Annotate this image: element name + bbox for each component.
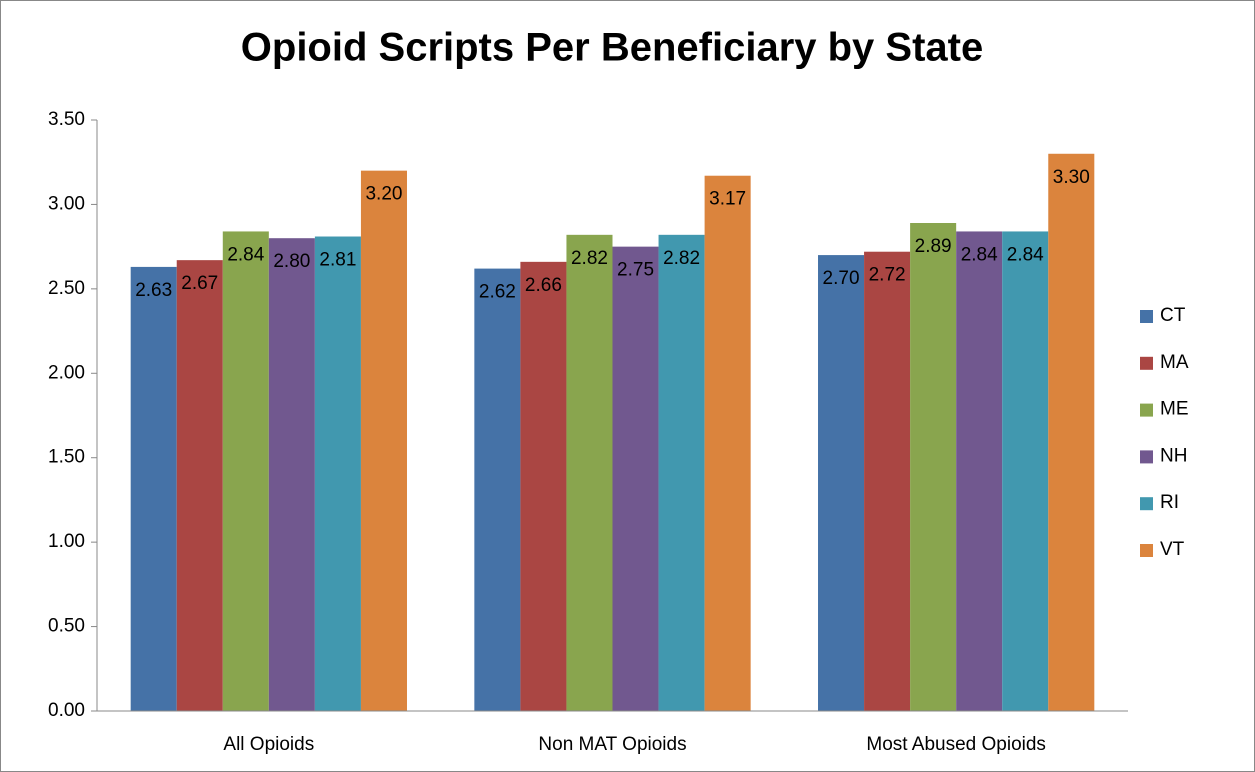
- y-tick-label: 0.50: [48, 616, 85, 637]
- legend-label: NH: [1160, 445, 1187, 466]
- data-label: 2.81: [319, 250, 356, 271]
- bar: [474, 268, 521, 711]
- bar: [612, 246, 659, 711]
- data-label: 2.84: [961, 244, 998, 265]
- x-tick-label: Non MAT Opioids: [538, 734, 686, 755]
- data-label: 3.30: [1053, 167, 1090, 188]
- bar: [658, 234, 705, 711]
- y-tick-label: 2.50: [48, 278, 85, 299]
- y-tick-label: 3.50: [48, 109, 85, 130]
- legend-label: MA: [1160, 352, 1189, 373]
- bar: [864, 251, 911, 712]
- bar: [222, 231, 269, 711]
- data-label: 2.67: [181, 273, 218, 294]
- legend-swatch: [1140, 544, 1153, 557]
- y-tick-label: 0.00: [48, 700, 85, 721]
- data-label: 2.82: [663, 248, 700, 269]
- legend-label: VT: [1160, 539, 1185, 560]
- bar: [1002, 231, 1049, 711]
- bar: [130, 266, 177, 711]
- legend-swatch: [1140, 310, 1153, 323]
- bar: [910, 223, 957, 711]
- bar: [818, 255, 865, 712]
- y-tick-label: 3.00: [48, 193, 85, 214]
- legend-swatch: [1140, 497, 1153, 511]
- bar: [520, 261, 567, 711]
- x-tick-label: Most Abused Opioids: [866, 734, 1046, 755]
- data-label: 2.70: [823, 268, 860, 289]
- x-tick-label: All Opioids: [223, 734, 314, 755]
- y-tick-label: 2.00: [48, 362, 85, 383]
- y-tick-label: 1.50: [48, 447, 85, 468]
- legend-label: CT: [1160, 305, 1186, 326]
- data-label: 2.63: [135, 280, 172, 301]
- bar: [704, 175, 751, 712]
- bar: [1048, 153, 1095, 711]
- legend-label: ME: [1160, 399, 1189, 420]
- data-label: 2.84: [1007, 244, 1044, 265]
- data-label: 2.82: [571, 248, 608, 269]
- data-label: 2.75: [617, 260, 654, 281]
- legend-swatch: [1140, 403, 1153, 417]
- data-label: 2.62: [479, 282, 516, 303]
- data-label: 2.66: [525, 275, 562, 296]
- y-tick-label: 1.00: [48, 531, 85, 552]
- bar: [176, 260, 223, 711]
- bar: [268, 238, 315, 711]
- legend-label: RI: [1160, 492, 1179, 513]
- legend-swatch: [1140, 450, 1153, 464]
- data-label: 2.80: [273, 251, 310, 272]
- bar: [360, 170, 407, 711]
- chart-title: Opioid Scripts Per Beneficiary by State: [241, 26, 983, 70]
- data-label: 2.89: [915, 236, 952, 257]
- data-label: 3.20: [365, 184, 402, 205]
- data-label: 2.84: [227, 244, 264, 265]
- data-label: 2.72: [869, 265, 906, 286]
- bar: [314, 236, 361, 712]
- data-label: 3.17: [709, 189, 746, 210]
- bar: [956, 231, 1003, 711]
- bar: [566, 234, 613, 711]
- legend-swatch: [1140, 356, 1153, 370]
